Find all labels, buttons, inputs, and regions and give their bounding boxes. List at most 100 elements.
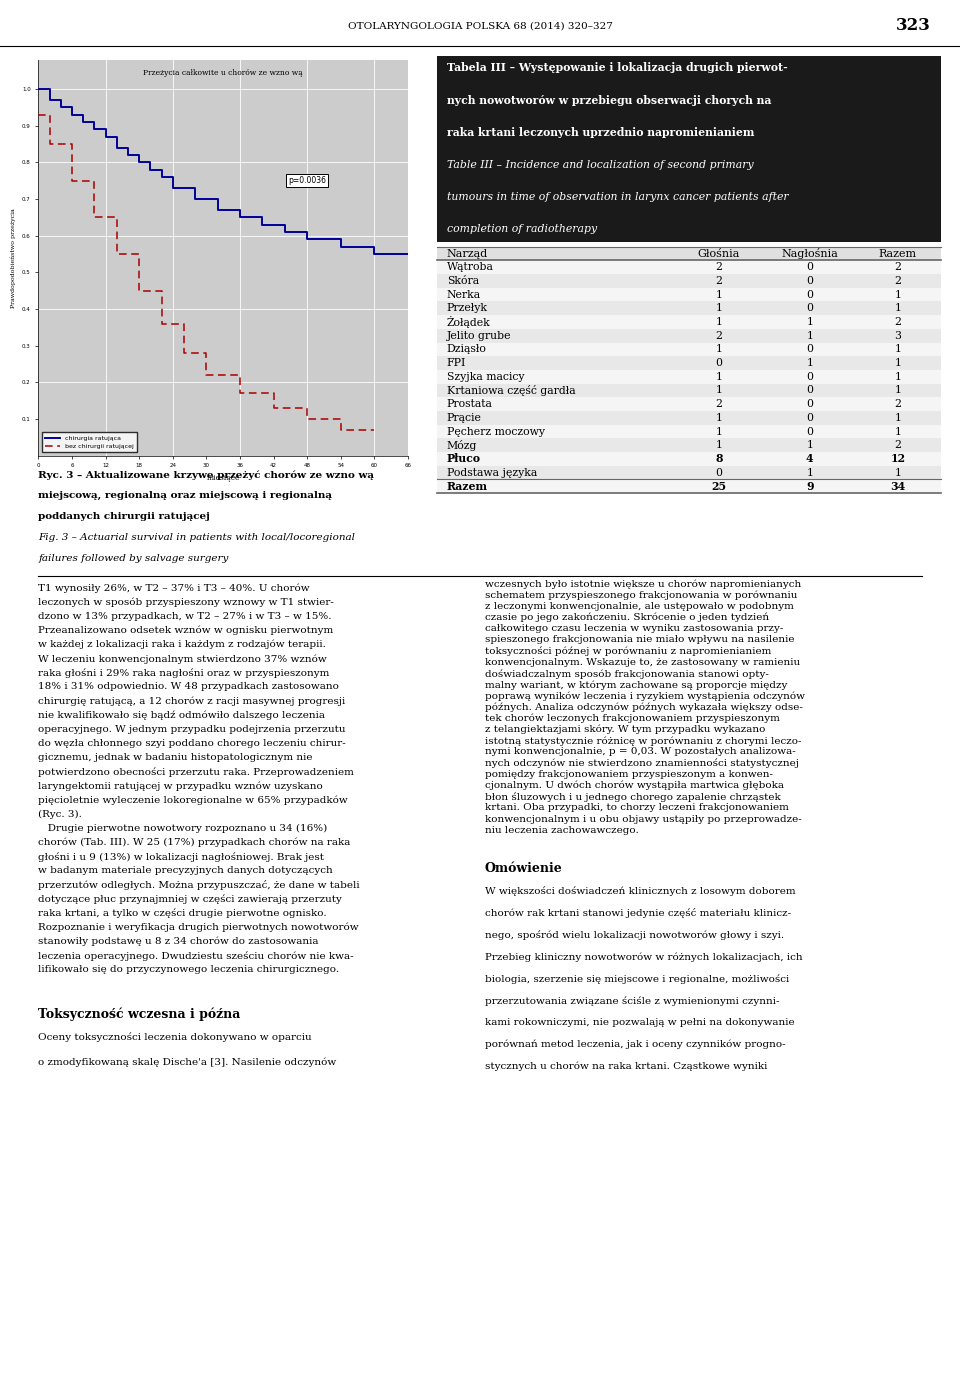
Text: niu leczenia zachowawczego.: niu leczenia zachowawczego. [485,826,638,835]
Text: Omówienie: Omówienie [485,861,563,875]
Text: 1: 1 [715,426,723,436]
Text: toksyczności późnej w porównaniu z napromienianiem: toksyczności późnej w porównaniu z napro… [485,646,771,656]
Text: 1: 1 [895,426,901,436]
Text: Razem: Razem [879,249,917,258]
Text: Prostata: Prostata [446,399,492,410]
Text: przerzutów odległych. Można przypuszczać, że dane w tabeli: przerzutów odległych. Można przypuszczać… [38,881,360,890]
Bar [437,329,941,343]
Text: doświadczalnym sposób frakcjonowania stanowi opty-: doświadczalnym sposób frakcjonowania sta… [485,669,769,679]
Bar [437,479,941,493]
Text: 18% i 31% odpowiednio. W 48 przypadkach zastosowano: 18% i 31% odpowiednio. W 48 przypadkach … [38,682,339,692]
Text: Skóra: Skóra [446,276,479,286]
X-axis label: miesiące: miesiące [206,474,240,482]
Text: chorów (Tab. III). W 25 (17%) przypadkach chorów na raka: chorów (Tab. III). W 25 (17%) przypadkac… [38,838,350,847]
Bar [437,356,941,369]
Text: 1: 1 [895,344,901,354]
Text: tek chorów leczonych frakcjonowaniem przyspieszonym: tek chorów leczonych frakcjonowaniem prz… [485,714,780,724]
Text: failures followed by salvage surgery: failures followed by salvage surgery [38,554,228,563]
Text: z leczonymi konwencjonalnie, ale ustępowało w podobnym: z leczonymi konwencjonalnie, ale ustępow… [485,601,794,611]
Legend: chirurgia ratująca, bez chirurgii ratującej: chirurgia ratująca, bez chirurgii ratują… [41,432,137,453]
Text: Fig. 3 – Actuarial survival in patients with local/locoregional: Fig. 3 – Actuarial survival in patients … [38,533,355,542]
Text: konwencjonalnym. Wskazuje to, że zastosowany w ramieniu: konwencjonalnym. Wskazuje to, że zastoso… [485,657,800,667]
Text: 1: 1 [806,331,813,340]
Text: 2: 2 [895,317,901,326]
Text: 1: 1 [715,386,723,396]
Text: 0: 0 [806,344,813,354]
Text: 1: 1 [895,413,901,422]
Text: Nagłośnia: Nagłośnia [781,249,838,258]
Text: T1 wynosiły 26%, w T2 – 37% i T3 – 40%. U chorów: T1 wynosiły 26%, w T2 – 37% i T3 – 40%. … [38,583,310,593]
Text: operacyjnego. W jednym przypadku podejrzenia przerzutu: operacyjnego. W jednym przypadku podejrz… [38,725,346,733]
Text: o zmodyfikowaną skalę Dische'a [3]. Nasilenie odczynów: o zmodyfikowaną skalę Dische'a [3]. Nasi… [38,1057,337,1067]
Text: 9: 9 [806,481,813,492]
Text: 1: 1 [895,290,901,300]
Text: Szyjka macicy: Szyjka macicy [446,372,524,382]
Text: 0: 0 [806,413,813,422]
Text: leczenia operacyjnego. Dwudziestu sześciu chorów nie kwa-: leczenia operacyjnego. Dwudziestu sześci… [38,951,354,961]
Text: 1: 1 [715,303,723,314]
Text: Przebieg kliniczny nowotworów w różnych lokalizacjach, ich: Przebieg kliniczny nowotworów w różnych … [485,951,803,961]
Text: schematem przyspieszonego frakcjonowania w porównaniu: schematem przyspieszonego frakcjonowania… [485,590,797,600]
Text: 1: 1 [806,317,813,326]
Text: głośni i u 9 (13%) w lokalizacji nagłośniowej. Brak jest: głośni i u 9 (13%) w lokalizacji nagłośn… [38,851,324,861]
Bar [437,288,941,301]
Text: raka głośni i 29% raka nagłośni oraz w przyspieszonym: raka głośni i 29% raka nagłośni oraz w p… [38,668,330,678]
Text: 1: 1 [715,413,723,422]
Text: dotyczące płuc przynajmniej w części zawierają przerzuty: dotyczące płuc przynajmniej w części zaw… [38,895,343,904]
Text: Przełyk: Przełyk [446,303,488,314]
Text: 8: 8 [715,453,723,464]
Text: pomiędzy frakcjonowaniem przyspieszonym a konwen-: pomiędzy frakcjonowaniem przyspieszonym … [485,770,773,779]
Text: 1: 1 [806,468,813,478]
Text: 2: 2 [895,276,901,286]
Text: 1: 1 [715,290,723,300]
Text: OTOLARYNGOLOGIA POLSKA 68 (2014) 320–327: OTOLARYNGOLOGIA POLSKA 68 (2014) 320–327 [348,21,612,31]
Text: 1: 1 [895,358,901,368]
Text: completion of radiotherapy: completion of radiotherapy [446,225,597,235]
Text: porównań metod leczenia, jak i oceny czynników progno-: porównań metod leczenia, jak i oceny czy… [485,1040,785,1049]
Text: czasie po jego zakończeniu. Skrócenie o jeden tydzień: czasie po jego zakończeniu. Skrócenie o … [485,613,769,622]
Bar [437,301,941,315]
Text: 0: 0 [806,276,813,286]
Text: 1: 1 [895,303,901,314]
Text: spieszonego frakcjonowania nie miało wpływu na nasilenie: spieszonego frakcjonowania nie miało wpł… [485,635,794,644]
Text: Dziąsło: Dziąsło [446,344,487,354]
Text: konwencjonalnym i u obu objawy ustąpiły po przeprowadze-: konwencjonalnym i u obu objawy ustąpiły … [485,814,802,824]
Text: p=0.0036: p=0.0036 [288,176,326,185]
Text: 0: 0 [806,303,813,314]
Bar [437,247,941,260]
Text: nie kwalifikowało się bądź odmówiło dalszego leczenia: nie kwalifikowało się bądź odmówiło dals… [38,711,325,720]
Bar [437,451,941,465]
Text: 2: 2 [715,399,723,410]
Text: błon śluzowych i u jednego chorego zapalenie chrząstek: błon śluzowych i u jednego chorego zapal… [485,792,780,801]
Text: laryngektomii ratującej w przypadku wznów uzyskano: laryngektomii ratującej w przypadku wznó… [38,781,324,790]
Bar [437,56,941,242]
Text: gicznemu, jednak w badaniu histopatologicznym nie: gicznemu, jednak w badaniu histopatologi… [38,753,313,763]
Bar [437,260,941,274]
Text: leczonych w sposób przyspieszony wznowy w T1 stwier-: leczonych w sposób przyspieszony wznowy … [38,597,334,607]
Text: 12: 12 [890,453,905,464]
Text: 2: 2 [715,263,723,272]
Text: biologia, szerzenie się miejscowe i regionalne, możliwości: biologia, szerzenie się miejscowe i regi… [485,974,789,983]
Text: Ryc. 3 – Aktualizowane krzywe przeżyć chorów ze wzno wą: Ryc. 3 – Aktualizowane krzywe przeżyć ch… [38,471,374,481]
Bar [437,383,941,397]
Bar [437,343,941,356]
Text: W większości doświadczeń klinicznych z losowym doborem: W większości doświadczeń klinicznych z l… [485,886,796,896]
Text: Razem: Razem [446,481,488,492]
Text: 2: 2 [895,440,901,450]
Text: Przeanalizowano odsetek wznów w ognisku pierwotnym: Przeanalizowano odsetek wznów w ognisku … [38,626,334,635]
Text: 34: 34 [890,481,905,492]
Text: raka krtani leczonych uprzednio napromienianiem: raka krtani leczonych uprzednio napromie… [446,128,755,138]
Text: 1: 1 [895,386,901,396]
Text: chirurgię ratującą, a 12 chorów z racji masywnej progresji: chirurgię ratującą, a 12 chorów z racji … [38,696,346,706]
Text: tumours in time of observation in larynx cancer patients after: tumours in time of observation in larynx… [446,192,788,201]
Text: Mózg: Mózg [446,440,477,451]
Text: Podstawa języka: Podstawa języka [446,468,538,478]
Bar [437,425,941,439]
Text: 2: 2 [715,276,723,286]
Text: w badanym materiale precyzyjnych danych dotyczących: w badanym materiale precyzyjnych danych … [38,867,333,875]
Text: (Ryc. 3).: (Ryc. 3). [38,810,83,818]
Text: raka krtani, a tylko w części drugie pierwotne ognisko.: raka krtani, a tylko w części drugie pie… [38,908,327,918]
Text: 0: 0 [806,426,813,436]
Text: w każdej z lokalizacji raka i każdym z rodzajów terapii.: w każdej z lokalizacji raka i każdym z r… [38,640,326,650]
Text: 1: 1 [715,372,723,382]
